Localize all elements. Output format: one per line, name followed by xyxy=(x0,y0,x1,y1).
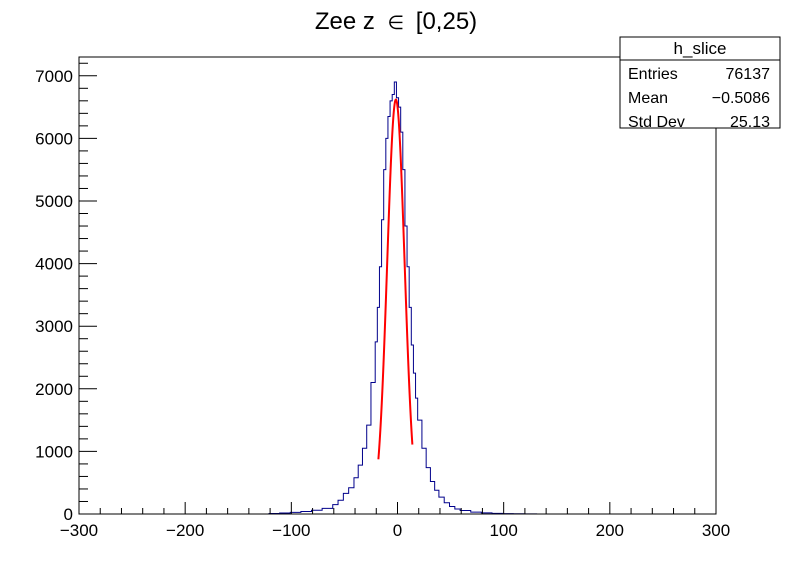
chart-title-text: Zee z xyxy=(315,8,375,35)
stats-row-label: Mean xyxy=(628,90,668,107)
stats-box: h_slice Entries 76137 Mean −0.5086 Std Dev 25.… xyxy=(619,36,781,131)
y-tick-label: 0 xyxy=(64,505,73,524)
axes: −300 −200 −100 0 100 200 300010002000300040005… xyxy=(35,56,730,540)
y-tick-label: 2000 xyxy=(35,380,73,399)
x-tick-label: 200 xyxy=(596,521,624,540)
y-tick-label: 6000 xyxy=(35,129,73,148)
stats-row-label: Entries xyxy=(628,66,678,83)
stats-row-value: 25.13 xyxy=(730,114,770,131)
chart-title-range: [0,25) xyxy=(416,8,477,35)
histogram-line xyxy=(79,81,716,515)
chart-title-symbol: ∈ xyxy=(388,13,405,34)
x-tick-label: 0 xyxy=(393,521,402,540)
y-tick-label: 5000 xyxy=(35,192,73,211)
x-tick-label: −300 xyxy=(60,521,98,540)
y-tick-label: 7000 xyxy=(35,67,73,86)
y-tick-label: 3000 xyxy=(35,317,73,336)
y-tick-label: 1000 xyxy=(35,442,73,461)
stats-box-frame xyxy=(619,36,781,129)
stats-row-value: −0.5086 xyxy=(712,90,770,107)
plot-area xyxy=(79,81,716,515)
x-tick-label: −100 xyxy=(272,521,310,540)
x-tick-label: 100 xyxy=(489,521,517,540)
stats-row-label: Std Dev xyxy=(628,114,685,131)
fit-curve xyxy=(377,98,414,460)
chart-title: Zee z ∈ [0,25) xyxy=(315,8,477,35)
stats-box-title: h_slice xyxy=(674,39,727,58)
y-tick-label: 4000 xyxy=(35,255,73,274)
stats-row-value: 76137 xyxy=(726,66,771,83)
x-tick-label: 300 xyxy=(702,521,730,540)
x-tick-label: −200 xyxy=(166,521,204,540)
